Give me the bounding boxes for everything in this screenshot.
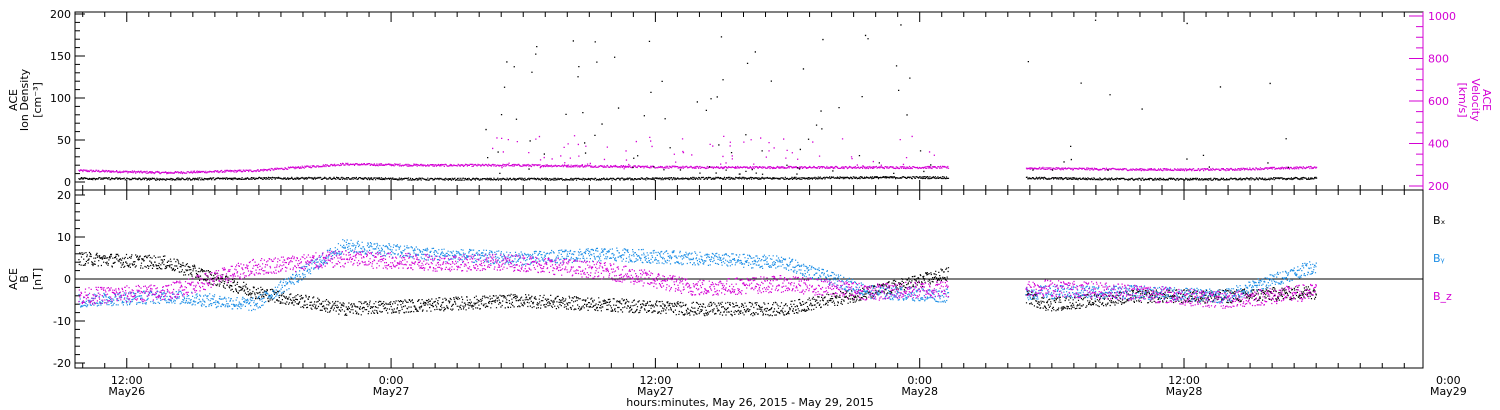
top-left-tick-label: 200 [50,8,71,21]
x-tick-day-label: May26 [108,385,145,398]
legend-bz: B_z [1433,290,1452,303]
top-left-tick-label: 50 [57,134,71,147]
x-axis-title: hours:minutes, May 26, 2015 - May 29, 20… [626,396,874,409]
by-series [78,239,1317,312]
velocity-series [78,162,1318,175]
density-spikes [485,19,1289,175]
top-right-ylabel: ACE Velocity [km/s] [1456,78,1493,122]
bottom-left-tick-label: -20 [53,357,71,370]
x-tick-day-label: May27 [373,385,410,398]
bottom-legend: Bₓ Bᵧ B_z [1433,214,1452,303]
top-left-ylabel-line2: Ion Density [18,68,31,131]
top-panel: 0 50 100 150 200 200 400 600 800 1000 ACE Ion De… [7,8,1493,193]
top-left-tick-label: 150 [50,50,71,63]
velocity-scatter [492,135,935,170]
legend-bx: Bₓ [1433,214,1446,227]
legend-by: Bᵧ [1433,252,1445,265]
bottom-left-tick-label: 20 [57,189,71,202]
bx-series [78,251,1317,317]
x-tick-time-label: 0:00 [907,374,932,387]
x-tick-time-label: 0:00 [379,374,404,387]
density-series [78,176,1318,181]
top-right-tick-label: 800 [1428,53,1449,66]
top-left-tick-label: 100 [50,92,71,105]
x-tick-day-label: May28 [901,385,938,398]
x-tick-day-label: May29 [1430,385,1467,398]
bottom-left-tick-label: 0 [64,273,71,286]
bottom-left-ylabel-line3: [nT] [31,268,44,290]
top-right-tick-label: 200 [1428,180,1449,193]
bz-series [78,250,1317,309]
top-panel-frame [74,11,1424,191]
x-tick-day-label: May27 [637,385,674,398]
bottom-panel: -20 -10 0 10 20 ACE B [nT] Bₓ Bᵧ B_z [7,189,1452,370]
x-tick-day-label: May28 [1166,385,1203,398]
top-series [78,19,1318,181]
bottom-left-tick-label: 10 [57,231,71,244]
top-left-axis: 0 50 100 150 200 [50,8,85,189]
top-left-ylabel-line3: [cm⁻³] [31,82,44,118]
top-right-tick-label: 1000 [1428,10,1456,23]
top-left-tick-label: 0 [64,176,71,189]
top-right-tick-label: 400 [1428,138,1449,151]
x-tick-time-label: 12:00 [111,374,143,387]
bottom-left-ylabel-line1: ACE [7,268,20,290]
bottom-left-tick-label: -10 [53,315,71,328]
bottom-left-axis: -20 -10 0 10 20 [53,189,1423,370]
top-right-axis: 200 400 600 800 1000 [1409,10,1456,193]
x-tick-time-label: 12:00 [640,374,672,387]
x-tick-time-label: 0:00 [1436,374,1461,387]
top-right-ylabel-line3: [km/s] [1456,82,1469,117]
top-right-tick-label: 600 [1428,95,1449,108]
top-left-ylabel: ACE Ion Density [cm⁻³] [7,68,44,131]
top-left-ylabel-line1: ACE [7,89,20,111]
bottom-left-ylabel: ACE B [nT] [7,268,44,290]
x-axis: 12:00May260:00May2712:00May270:00May2812… [82,12,1467,398]
top-right-ylabel-line2: Velocity [1469,78,1482,122]
x-tick-time-label: 12:00 [1168,374,1200,387]
top-right-ylabel-line1: ACE [1480,89,1493,111]
bottom-left-ylabel-line2: B [18,275,31,283]
bottom-series [78,239,1317,317]
